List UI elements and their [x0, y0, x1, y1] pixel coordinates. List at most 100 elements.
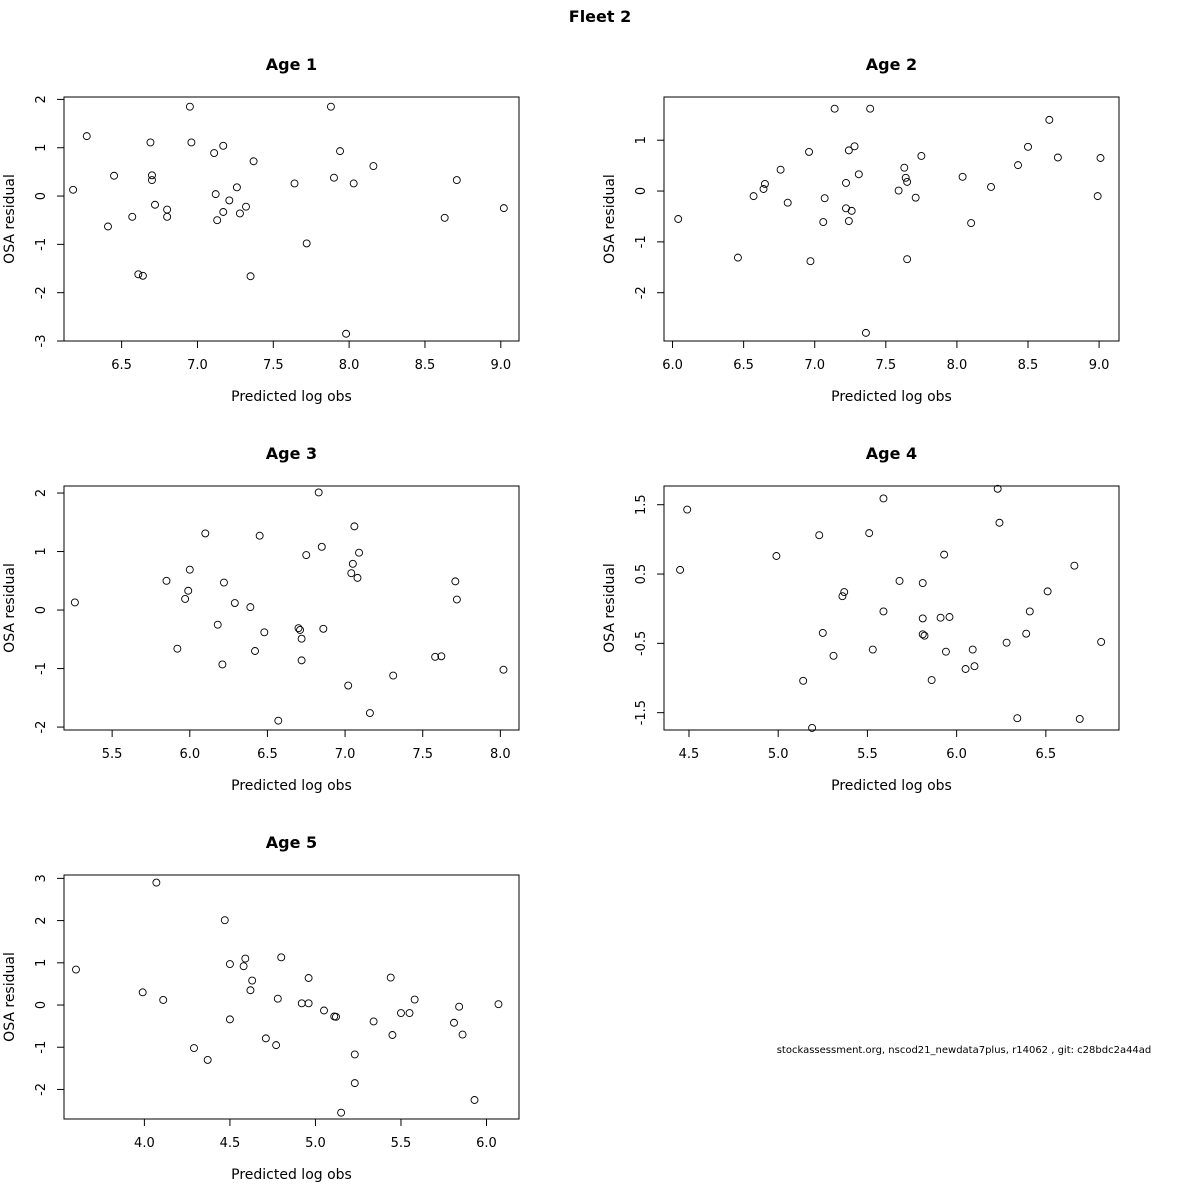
- y-tick-label: 0.5: [634, 564, 649, 585]
- data-point: [297, 999, 306, 1008]
- data-point: [920, 631, 929, 640]
- data-point: [1053, 153, 1062, 162]
- data-point: [296, 625, 304, 634]
- y-tick-label: 3: [34, 874, 49, 882]
- data-point: [104, 222, 112, 231]
- x-tick-label: 6.0: [476, 1136, 497, 1151]
- data-point: [187, 138, 196, 147]
- data-point: [332, 1012, 340, 1021]
- data-point: [961, 665, 970, 673]
- data-point: [241, 954, 250, 963]
- x-tick-label: 6.0: [946, 747, 967, 762]
- x-tick-label: 6.5: [111, 358, 132, 373]
- x-axis-label: Predicted log obs: [831, 389, 952, 405]
- data-point: [450, 1018, 458, 1027]
- data-point: [945, 613, 954, 621]
- data-point: [1024, 142, 1032, 151]
- data-point: [1022, 629, 1031, 638]
- data-point: [159, 996, 168, 1004]
- data-point: [838, 592, 847, 601]
- x-tick-label: 4.5: [220, 1136, 241, 1151]
- data-point: [452, 595, 461, 604]
- data-point: [900, 163, 909, 172]
- data-point: [297, 656, 306, 665]
- y-tick-label: 0: [34, 192, 49, 200]
- x-tick-label: 5.5: [102, 747, 123, 762]
- y-tick-label: 1: [34, 547, 49, 555]
- data-point: [235, 209, 244, 218]
- data-point: [185, 565, 194, 574]
- x-axis-label: Predicted log obs: [231, 1167, 352, 1183]
- data-point: [499, 665, 508, 674]
- data-point: [1043, 587, 1052, 596]
- data-point: [1002, 638, 1011, 647]
- data-point: [248, 976, 257, 985]
- data-point: [494, 1000, 503, 1009]
- data-point: [865, 529, 874, 538]
- data-point: [82, 132, 91, 141]
- data-point: [344, 681, 353, 690]
- chart-title: Age 2: [866, 55, 917, 74]
- data-point: [805, 147, 813, 156]
- y-tick-label: -1: [34, 238, 49, 251]
- x-tick-label: 5.0: [305, 1136, 326, 1151]
- data-point: [173, 644, 182, 653]
- data-point: [452, 176, 461, 185]
- data-point: [440, 213, 449, 222]
- data-point: [203, 1055, 212, 1064]
- x-tick-label: 5.0: [768, 747, 789, 762]
- data-point: [326, 102, 335, 111]
- data-point: [499, 204, 508, 213]
- data-point: [138, 988, 147, 997]
- data-point: [350, 1050, 359, 1059]
- data-point: [138, 271, 147, 280]
- data-point: [349, 179, 358, 188]
- y-tick-label: -2: [34, 721, 49, 734]
- y-axis-label: OSA residual: [2, 174, 18, 264]
- data-point: [451, 577, 460, 586]
- y-tick-label: -2: [34, 286, 49, 299]
- data-point: [437, 652, 446, 661]
- data-point: [211, 190, 220, 199]
- data-point: [273, 994, 282, 1003]
- data-point: [110, 171, 119, 180]
- x-tick-label: 7.0: [187, 358, 208, 373]
- x-tick-label: 4.5: [679, 747, 700, 762]
- data-point: [246, 603, 255, 612]
- data-point: [134, 270, 143, 279]
- data-point: [389, 671, 398, 680]
- data-point: [927, 676, 936, 685]
- data-point: [337, 1108, 346, 1117]
- x-tick-label: 6.5: [257, 747, 278, 762]
- x-tick-label: 7.5: [263, 358, 284, 373]
- data-point: [397, 1009, 405, 1017]
- data-point: [181, 594, 190, 603]
- chart-panel-4: Age 4 4.5 5.0 5.5 6.0 6.5 -1.5 -0.5 0.5 1.5 Predic…: [602, 444, 1120, 794]
- chart-panel-2: Age 2 6.0 6.5 7.0 7.5 8.0 8.5 9.0 -2 -1 0 1 Predicte…: [602, 55, 1120, 405]
- data-point: [239, 962, 248, 971]
- chart-panel-1: Age 1 6.5 7.0 7.5 8.0 8.5 9.0 -3 -2 -1 0 1 2 Predicte…: [2, 55, 520, 405]
- data-point: [806, 257, 815, 266]
- x-tick-label: 6.0: [662, 358, 683, 373]
- data-point: [903, 255, 912, 264]
- data-point: [128, 212, 137, 221]
- data-point: [251, 647, 259, 655]
- data-point: [272, 1041, 281, 1050]
- data-point: [255, 531, 264, 540]
- data-point: [970, 662, 979, 671]
- data-point: [230, 599, 239, 607]
- data-point: [840, 588, 849, 597]
- x-tick-label: 8.0: [339, 358, 360, 373]
- data-point: [317, 542, 326, 551]
- data-point: [799, 676, 808, 685]
- data-point: [218, 660, 227, 669]
- x-tick-label: 7.5: [875, 358, 896, 373]
- data-point: [749, 192, 758, 201]
- y-tick-label: 1.5: [634, 494, 649, 515]
- plot-frame: [63, 874, 520, 1120]
- data-point: [151, 200, 159, 209]
- data-point: [967, 219, 976, 228]
- y-tick-label: -2: [634, 286, 649, 299]
- data-point: [225, 1015, 234, 1024]
